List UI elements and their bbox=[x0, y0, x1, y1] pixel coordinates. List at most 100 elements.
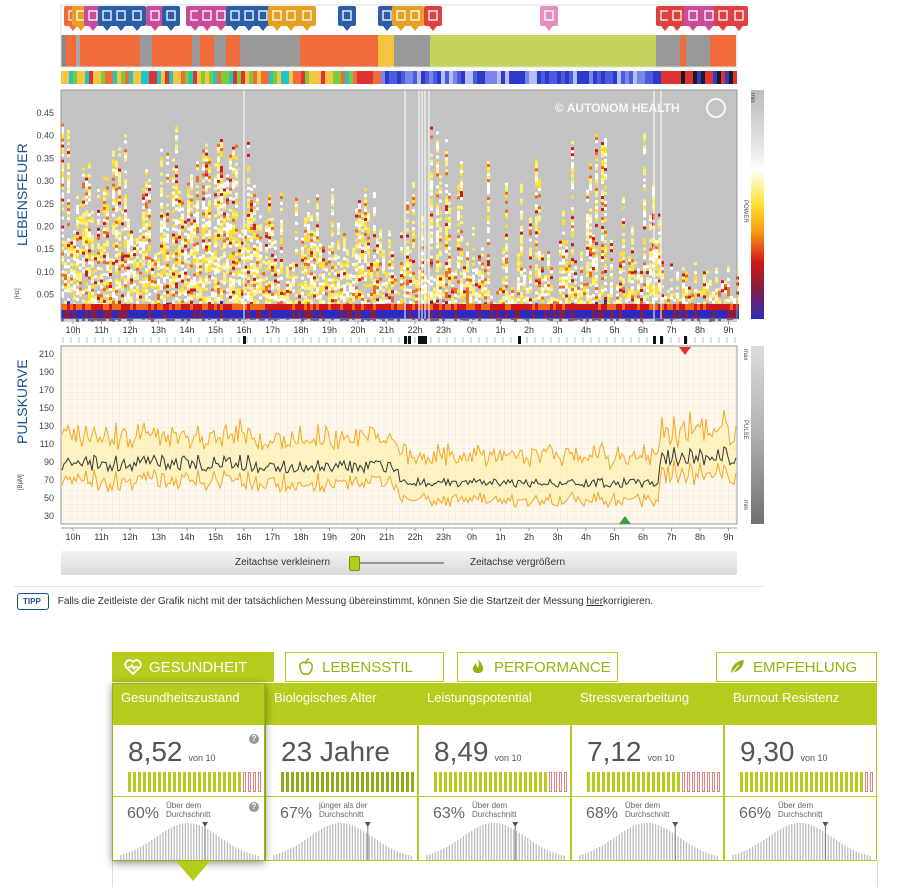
heat-cell bbox=[409, 294, 412, 298]
heat-cell bbox=[697, 290, 700, 294]
heat-cell bbox=[229, 244, 232, 248]
activity-marker-icon[interactable] bbox=[730, 6, 748, 31]
heat-cell bbox=[520, 216, 523, 220]
heat-cell bbox=[166, 304, 169, 310]
heat-cell bbox=[214, 181, 217, 185]
heat-cell bbox=[322, 276, 325, 280]
heat-cell bbox=[634, 276, 637, 280]
activity-marker-icon[interactable] bbox=[406, 6, 424, 31]
activity-marker-icon[interactable] bbox=[668, 6, 686, 31]
activity-markers[interactable] bbox=[64, 6, 748, 31]
heat-cell bbox=[130, 254, 133, 258]
heat-cell bbox=[232, 239, 235, 243]
heat-cell bbox=[88, 276, 91, 280]
heat-cell bbox=[346, 261, 349, 265]
activity-marker-icon[interactable] bbox=[212, 6, 230, 31]
heat-cell bbox=[604, 239, 607, 243]
activity-marker-icon[interactable] bbox=[84, 6, 102, 31]
heat-cell bbox=[187, 290, 190, 294]
heat-cell bbox=[136, 297, 139, 301]
heat-cell bbox=[127, 272, 130, 276]
heat-cell bbox=[448, 252, 451, 256]
heat-cell bbox=[538, 209, 541, 213]
activity-marker-icon[interactable] bbox=[146, 6, 164, 31]
activity-marker-icon[interactable] bbox=[240, 6, 258, 31]
heat-cell bbox=[322, 258, 325, 262]
heat-cell bbox=[211, 267, 214, 271]
heat-cell bbox=[172, 236, 175, 240]
heat-cell bbox=[97, 310, 100, 319]
heat-cell bbox=[280, 195, 283, 199]
heat-cell bbox=[292, 268, 295, 272]
heat-cell bbox=[175, 174, 178, 178]
heat-cell bbox=[328, 299, 331, 303]
heat-cell bbox=[565, 276, 568, 280]
heat-cell bbox=[583, 289, 586, 293]
activity-marker-icon[interactable] bbox=[392, 6, 410, 31]
heat-cell bbox=[88, 165, 91, 169]
heat-cell bbox=[139, 259, 142, 263]
heat-cell bbox=[187, 203, 190, 207]
color-strip-cell bbox=[289, 71, 293, 84]
heat-cell bbox=[316, 239, 319, 243]
activity-marker-icon[interactable] bbox=[98, 6, 116, 31]
heat-cell bbox=[589, 238, 592, 242]
activity-marker-icon[interactable] bbox=[540, 6, 558, 31]
heat-cell bbox=[694, 280, 697, 284]
activity-marker-icon[interactable] bbox=[684, 6, 702, 31]
heat-cell bbox=[268, 203, 271, 207]
heat-cell bbox=[187, 200, 190, 204]
activity-marker-icon[interactable] bbox=[338, 6, 356, 31]
activity-marker-icon[interactable] bbox=[424, 6, 442, 31]
heat-cell bbox=[214, 298, 217, 302]
activity-marker-icon[interactable] bbox=[378, 6, 396, 31]
heat-cell bbox=[406, 270, 409, 274]
heat-cell bbox=[343, 236, 346, 240]
heat-cell bbox=[490, 304, 493, 310]
heat-cell bbox=[103, 304, 106, 310]
heat-cell bbox=[718, 287, 721, 291]
heat-cell bbox=[178, 220, 181, 224]
heat-cell bbox=[181, 249, 184, 253]
heat-cell bbox=[358, 266, 361, 270]
heat-cell bbox=[103, 254, 106, 258]
heat-cell bbox=[112, 261, 115, 265]
activity-marker-icon[interactable] bbox=[226, 6, 244, 31]
heat-cell bbox=[700, 293, 703, 297]
color-strip-cell bbox=[249, 71, 253, 84]
heat-cell bbox=[571, 318, 574, 322]
color-strip-cell bbox=[485, 71, 489, 84]
heat-cell bbox=[505, 224, 508, 228]
activity-marker-icon[interactable] bbox=[254, 6, 272, 31]
heat-cell bbox=[112, 150, 115, 154]
heat-cell bbox=[217, 197, 220, 201]
heat-cell bbox=[643, 295, 646, 299]
heat-cell bbox=[169, 304, 172, 310]
heatmap-field[interactable] bbox=[60, 89, 739, 322]
activity-marker-icon[interactable] bbox=[198, 6, 216, 31]
heat-cell bbox=[205, 269, 208, 273]
activity-marker-icon[interactable] bbox=[714, 6, 732, 31]
activity-marker-icon[interactable] bbox=[112, 6, 130, 31]
activity-marker-icon[interactable] bbox=[162, 6, 180, 31]
heat-cell bbox=[349, 295, 352, 299]
heat-cell bbox=[460, 164, 463, 168]
heat-cell bbox=[313, 243, 316, 247]
activity-marker-icon[interactable] bbox=[128, 6, 146, 31]
heat-cell bbox=[307, 230, 310, 234]
heat-cell bbox=[145, 283, 148, 287]
activity-marker-icon[interactable] bbox=[700, 6, 718, 31]
heat-cell bbox=[253, 235, 256, 239]
heat-cell bbox=[358, 233, 361, 237]
color-strip-cell bbox=[301, 71, 305, 84]
activity-marker-icon[interactable] bbox=[298, 6, 316, 31]
heat-cell bbox=[631, 289, 634, 293]
heat-cell bbox=[325, 268, 328, 272]
heat-cell bbox=[412, 197, 415, 201]
activity-marker-icon[interactable] bbox=[268, 6, 286, 31]
heat-cell bbox=[157, 266, 160, 270]
activity-marker-icon[interactable] bbox=[282, 6, 300, 31]
heat-cell bbox=[163, 277, 166, 281]
heat-cell bbox=[529, 217, 532, 221]
heat-cell bbox=[88, 186, 91, 190]
